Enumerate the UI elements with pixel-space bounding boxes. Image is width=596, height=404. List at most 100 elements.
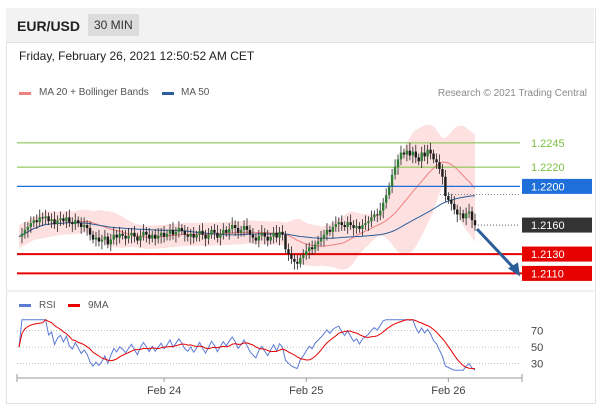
candle-body [355, 226, 358, 228]
candle-body [364, 223, 367, 226]
candle-body [379, 210, 382, 216]
candle-body [82, 225, 86, 227]
candle-body [198, 230, 201, 235]
candle-body [225, 229, 228, 233]
candle-body [124, 235, 127, 239]
candle-body [88, 227, 92, 235]
candle-body [322, 234, 326, 239]
candle-body [35, 220, 38, 223]
candle-body [41, 217, 44, 219]
candle-body [186, 234, 189, 237]
candle-body [464, 213, 468, 219]
candle-body [370, 217, 373, 222]
level-tag-2 [522, 178, 592, 194]
candle-body [290, 254, 293, 259]
candle-body [441, 169, 444, 177]
candle-body [302, 255, 305, 258]
candle-body [216, 232, 219, 238]
candle-body [281, 231, 284, 235]
candle-body [373, 214, 376, 218]
candle-body [32, 220, 36, 224]
legend-swatch-rsi [19, 304, 31, 307]
candle-body [337, 222, 340, 225]
candle-body [65, 217, 68, 222]
candle-body [174, 231, 178, 235]
candle-body [260, 232, 264, 236]
candle-body [307, 247, 311, 252]
candle-body [319, 238, 323, 242]
rsi-tick-label: 70 [531, 325, 543, 337]
legend-9ma: 9MA [88, 300, 109, 311]
candle-body [263, 232, 266, 237]
candle-body [387, 186, 391, 196]
candle-body [296, 261, 299, 264]
candle-body [340, 222, 343, 226]
candle-body [201, 230, 204, 235]
candle-body [112, 234, 115, 240]
candle-body [38, 217, 41, 223]
candle-body [85, 225, 89, 228]
legend-rsi: RSI [39, 300, 56, 311]
candle-body [94, 237, 98, 240]
candle-body [177, 227, 181, 232]
candle-body [453, 203, 456, 210]
candle-body [444, 176, 447, 197]
candle-body [284, 234, 287, 250]
candle-body [417, 157, 420, 162]
candle-body [133, 232, 136, 237]
candle-body [242, 226, 246, 230]
candle-body [349, 222, 352, 226]
candle-body [121, 233, 124, 236]
candle-body [50, 219, 53, 222]
candle-body [118, 233, 121, 238]
candle-body [470, 211, 474, 221]
candle-body [325, 229, 329, 235]
candle-body [136, 236, 139, 241]
candle-body [450, 199, 453, 204]
candle-body [171, 229, 175, 235]
candle-body [228, 228, 231, 233]
candle-body [384, 195, 388, 203]
candle-body [68, 217, 71, 223]
timeframe-button[interactable]: 30 MIN [88, 14, 139, 36]
candle-body [313, 244, 317, 250]
candle-body [195, 234, 198, 238]
candle-body [23, 229, 27, 234]
timestamp: Friday, February 26, 2021 12:50:52 AM CE… [19, 49, 255, 63]
candle-body [245, 226, 249, 230]
candle-body [53, 219, 56, 225]
legend-swatch-9ma [68, 304, 80, 307]
candle-body [305, 251, 308, 256]
x-tick-label: Feb 26 [431, 385, 465, 397]
candle-body [159, 232, 163, 236]
candle-body [328, 229, 332, 232]
candle-body [210, 229, 213, 235]
candle-body [361, 225, 364, 229]
candle-body [183, 230, 187, 235]
candle-body [405, 150, 409, 155]
candle-body [151, 234, 154, 239]
candle-body [408, 150, 412, 156]
candle-body [106, 236, 110, 245]
legend-swatch-ma50 [162, 92, 174, 95]
candle-body [266, 236, 269, 241]
candle-body [130, 232, 133, 236]
candle-body [145, 231, 148, 235]
legend-ma50: MA 50 [181, 87, 210, 98]
candle-body [426, 149, 429, 157]
candle-body [275, 232, 278, 238]
symbol-label: EUR/USD [17, 18, 81, 34]
level-tag-4 [522, 246, 592, 262]
candle-body [343, 225, 346, 227]
candle-body [254, 237, 258, 241]
candle-body [393, 167, 397, 175]
candle-body [376, 214, 379, 216]
level-tag-5 [522, 265, 592, 281]
candle-body [287, 249, 290, 255]
candle-body [162, 232, 166, 237]
candle-body [156, 235, 160, 239]
level-label-4: 1.2130 [531, 249, 565, 261]
candle-body [432, 153, 435, 160]
candle-body [251, 234, 255, 238]
